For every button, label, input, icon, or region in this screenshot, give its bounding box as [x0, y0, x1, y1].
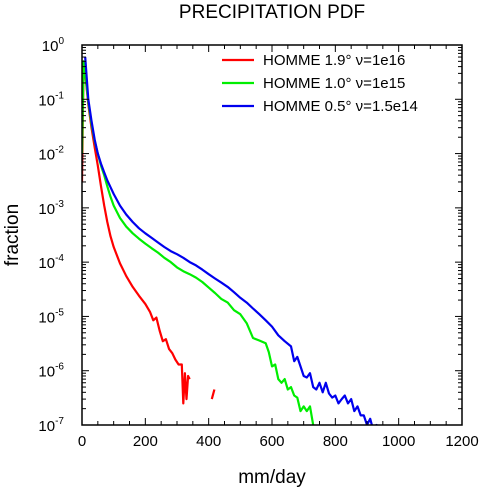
- y-tick-label: 10-3: [38, 199, 64, 218]
- legend: HOMME 1.9° ν=1e16 HOMME 1.0° ν=1e15 HOMME …: [222, 52, 418, 115]
- x-tick-label: 200: [133, 433, 158, 450]
- x-tick-label: 0: [78, 433, 86, 450]
- y-tick-label: 10-5: [38, 307, 64, 326]
- x-tick-label: 400: [196, 433, 221, 450]
- series-line-1: [82, 60, 191, 405]
- chart-title: PRECIPITATION PDF: [179, 2, 365, 23]
- plot-frame: [81, 44, 463, 426]
- legend-label-3: HOMME 0.5° ν=1.5e14: [263, 98, 418, 115]
- x-tick-label: 600: [259, 433, 284, 450]
- y-tick-label: 10-1: [38, 90, 64, 109]
- y-tick-label: 10-7: [38, 416, 64, 435]
- series-line-3: [84, 56, 378, 425]
- legend-label-1: HOMME 1.9° ν=1e16: [263, 52, 405, 69]
- y-axis-label: fraction: [2, 204, 23, 266]
- x-tick-label: 1200: [445, 433, 478, 450]
- y-tick-label: 10-6: [38, 362, 64, 381]
- plot-lines: [82, 56, 378, 425]
- series-line-1: [210, 389, 216, 400]
- x-axis-label: mm/day: [238, 467, 306, 488]
- y-tick-label: 100: [42, 36, 65, 55]
- series-line-2: [82, 60, 315, 425]
- legend-label-2: HOMME 1.0° ν=1e15: [263, 75, 405, 92]
- x-tick-label: 1000: [382, 433, 415, 450]
- y-axis: 100 10-1 10-2 10-3 10-4 10-5 10-6 10-7: [38, 36, 462, 435]
- y-tick-label: 10-2: [38, 145, 64, 164]
- x-tick-label: 800: [323, 433, 348, 450]
- x-axis: 0 200 400 600 800 1000 1200: [78, 45, 479, 450]
- y-tick-label: 10-4: [38, 253, 64, 272]
